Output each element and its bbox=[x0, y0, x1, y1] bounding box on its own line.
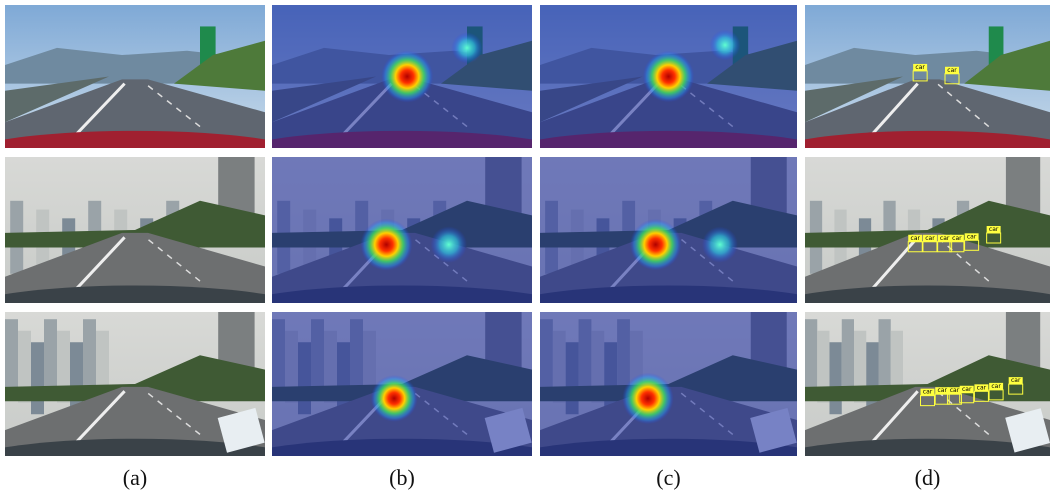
det-label: car bbox=[923, 389, 933, 396]
det-label: car bbox=[937, 387, 947, 394]
heat-blob bbox=[371, 375, 418, 422]
det-label: car bbox=[977, 384, 987, 391]
building bbox=[31, 342, 44, 414]
det-label: car bbox=[991, 383, 1001, 390]
heat-blob bbox=[622, 373, 673, 424]
building bbox=[44, 319, 57, 391]
building bbox=[805, 319, 817, 391]
hood bbox=[0, 439, 317, 494]
det-label: car bbox=[925, 235, 935, 242]
building bbox=[83, 319, 96, 391]
building bbox=[842, 319, 854, 391]
det-label: car bbox=[1011, 377, 1021, 384]
heat-blob bbox=[360, 219, 412, 271]
det-label: car bbox=[947, 67, 957, 74]
det-label: car bbox=[989, 226, 999, 233]
det-label: car bbox=[950, 387, 960, 394]
det-label: car bbox=[952, 235, 962, 242]
det-label: car bbox=[962, 386, 972, 393]
caption: (d) bbox=[915, 465, 941, 490]
det-label: car bbox=[911, 235, 921, 242]
det-label: car bbox=[940, 235, 950, 242]
photo bbox=[0, 312, 317, 494]
building bbox=[830, 342, 842, 414]
det-label: car bbox=[967, 233, 977, 240]
figure: carcarcarcarcarcarcarcarcarcarcarcarcarc… bbox=[0, 0, 1054, 494]
heat-blob bbox=[630, 219, 681, 270]
heat-blob bbox=[702, 227, 738, 263]
hood bbox=[756, 439, 1054, 494]
det-label: car bbox=[915, 64, 925, 71]
heat-blob bbox=[381, 51, 433, 103]
caption: (b) bbox=[389, 465, 415, 490]
building bbox=[5, 319, 18, 391]
building bbox=[879, 319, 891, 391]
heat-blob bbox=[643, 51, 694, 102]
heat-blob bbox=[451, 32, 482, 63]
heat-blob bbox=[710, 30, 741, 61]
caption: (a) bbox=[123, 465, 147, 490]
caption: (c) bbox=[656, 465, 680, 490]
heat-blob bbox=[431, 226, 467, 262]
